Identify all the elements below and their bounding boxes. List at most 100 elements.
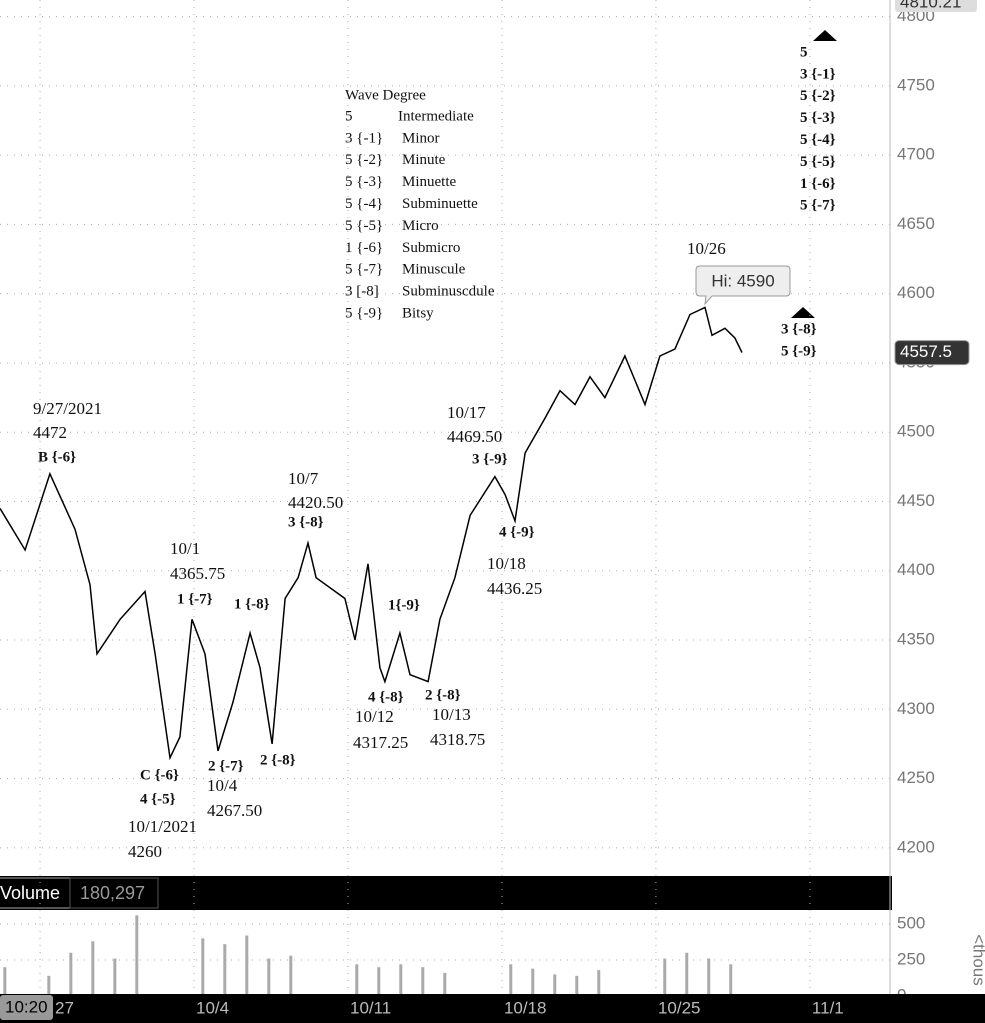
- legend-code: 5 {-3}: [345, 174, 383, 190]
- legend-code: 3 {-1}: [345, 130, 383, 146]
- y-tick-label: 4500: [897, 422, 935, 441]
- time-box: [0, 995, 53, 1020]
- annotation: 10/18: [487, 554, 526, 573]
- legend-title: Wave Degree: [345, 87, 426, 103]
- annotation: 10/7: [288, 469, 319, 488]
- annotation: 3 {-9}: [472, 451, 508, 467]
- volume-bar: [47, 975, 51, 996]
- top-price-box: [895, 0, 977, 12]
- y-tick-label: 500: [897, 913, 925, 932]
- volume-bar: [201, 938, 205, 996]
- annotation: 2 {-7}: [208, 758, 244, 774]
- legend-name: Bitsy: [402, 306, 434, 322]
- annotation: 1 {-8}: [234, 596, 270, 612]
- legend-code: 3 [-8]: [345, 284, 379, 300]
- hi-label: Hi: 4590: [711, 271, 774, 290]
- y-tick-label: 4400: [897, 560, 935, 579]
- annotation: 4 {-5}: [140, 791, 176, 807]
- top-price: 4810.21: [900, 0, 961, 11]
- legend-name: Intermediate: [398, 108, 474, 124]
- volume-bar: [509, 964, 513, 996]
- annotation: 4267.50: [207, 801, 262, 820]
- volume-bar: [575, 975, 579, 996]
- legend-code: 1 {-6}: [345, 240, 383, 256]
- wave-label: 3 {-8}: [781, 321, 817, 337]
- volume-bar: [69, 952, 73, 996]
- legend-code: 5 {-5}: [345, 218, 383, 234]
- legend-name: Minor: [402, 130, 440, 146]
- y-tick-label: 4450: [897, 491, 935, 510]
- annotation: 10/1: [170, 539, 200, 558]
- annotation: B {-6}: [38, 449, 76, 465]
- wave-label: 5 {-9}: [781, 343, 817, 359]
- annotation: 4317.25: [353, 733, 408, 752]
- annotation: 3 {-8}: [288, 514, 324, 530]
- last-price: 4557.5: [900, 342, 952, 361]
- volume-bar: [421, 967, 425, 996]
- annotation: 4 {-9}: [499, 524, 535, 540]
- annotation: 4 {-8}: [368, 689, 404, 705]
- annotation: 2 {-8}: [260, 752, 296, 768]
- volume-bar: [113, 958, 117, 996]
- annotation: 9/27/2021: [33, 399, 102, 418]
- annotation: 10/17: [447, 403, 486, 422]
- y-tick-label: 4350: [897, 630, 935, 649]
- y-tick-label: 4700: [897, 145, 935, 164]
- x-tick-label: 10/18: [504, 998, 547, 1017]
- volume-bar: [707, 958, 711, 996]
- annotation: 4469.50: [447, 427, 502, 446]
- volume-axis-label: <thous: [970, 934, 985, 986]
- annotation: 10/26: [687, 239, 726, 258]
- wave-label: 5 {-5}: [800, 154, 836, 170]
- x-tick-label: 27: [55, 998, 74, 1017]
- x-tick-label: 10/4: [196, 998, 229, 1017]
- volume-bar: [289, 955, 293, 996]
- volume-bar: [267, 958, 271, 996]
- wave-label: 1 {-6}: [800, 176, 836, 192]
- x-axis-strip: [0, 994, 985, 1023]
- y-tick-label: 4750: [897, 75, 935, 94]
- y-tick-label: 4200: [897, 837, 935, 856]
- volume-bar: [377, 967, 381, 996]
- volume-bar: [729, 964, 733, 996]
- volume-title: Volume: [0, 883, 60, 903]
- volume-value: 180,297: [80, 883, 145, 903]
- y-tick-label: 4600: [897, 283, 935, 302]
- time-label: 10:20: [5, 997, 48, 1016]
- annotation: 1 {-7}: [177, 591, 213, 607]
- annotation: 10/13: [432, 705, 471, 724]
- legend-name: Minuette: [402, 174, 456, 190]
- annotation: 4472: [33, 423, 67, 442]
- legend-code: 5 {-9}: [345, 306, 383, 322]
- wave-label: 5: [800, 44, 808, 60]
- y-tick-label: 250: [897, 949, 925, 968]
- x-tick-label: 10/11: [350, 998, 391, 1017]
- legend-name: Minute: [402, 152, 446, 168]
- x-tick-label: 11/1: [812, 998, 844, 1017]
- wave-label: 5 {-3}: [800, 110, 836, 126]
- legend-name: Micro: [402, 218, 439, 234]
- volume-bar: [597, 970, 601, 996]
- annotation: 4420.50: [288, 493, 343, 512]
- y-tick-label: 4300: [897, 699, 935, 718]
- annotation: 1{-9}: [388, 597, 420, 613]
- legend-name: Minuscule: [402, 262, 466, 278]
- volume-bar: [685, 952, 689, 996]
- volume-bar: [135, 915, 139, 996]
- volume-bar: [443, 972, 447, 996]
- annotation: 4260: [128, 842, 162, 861]
- annotation: 4365.75: [170, 564, 225, 583]
- wave-label: 5 {-4}: [800, 132, 836, 148]
- volume-bar: [91, 941, 95, 996]
- annotation: 10/12: [355, 707, 394, 726]
- annotation: 2 {-8}: [425, 687, 461, 703]
- wave-label: 5 {-2}: [800, 88, 836, 104]
- volume-bar: [399, 964, 403, 996]
- legend-code: 5 {-7}: [345, 262, 383, 278]
- triangle: [813, 30, 837, 41]
- volume-bar: [223, 944, 227, 996]
- volume-bar: [553, 974, 557, 996]
- legend-name: Subminuette: [402, 196, 478, 212]
